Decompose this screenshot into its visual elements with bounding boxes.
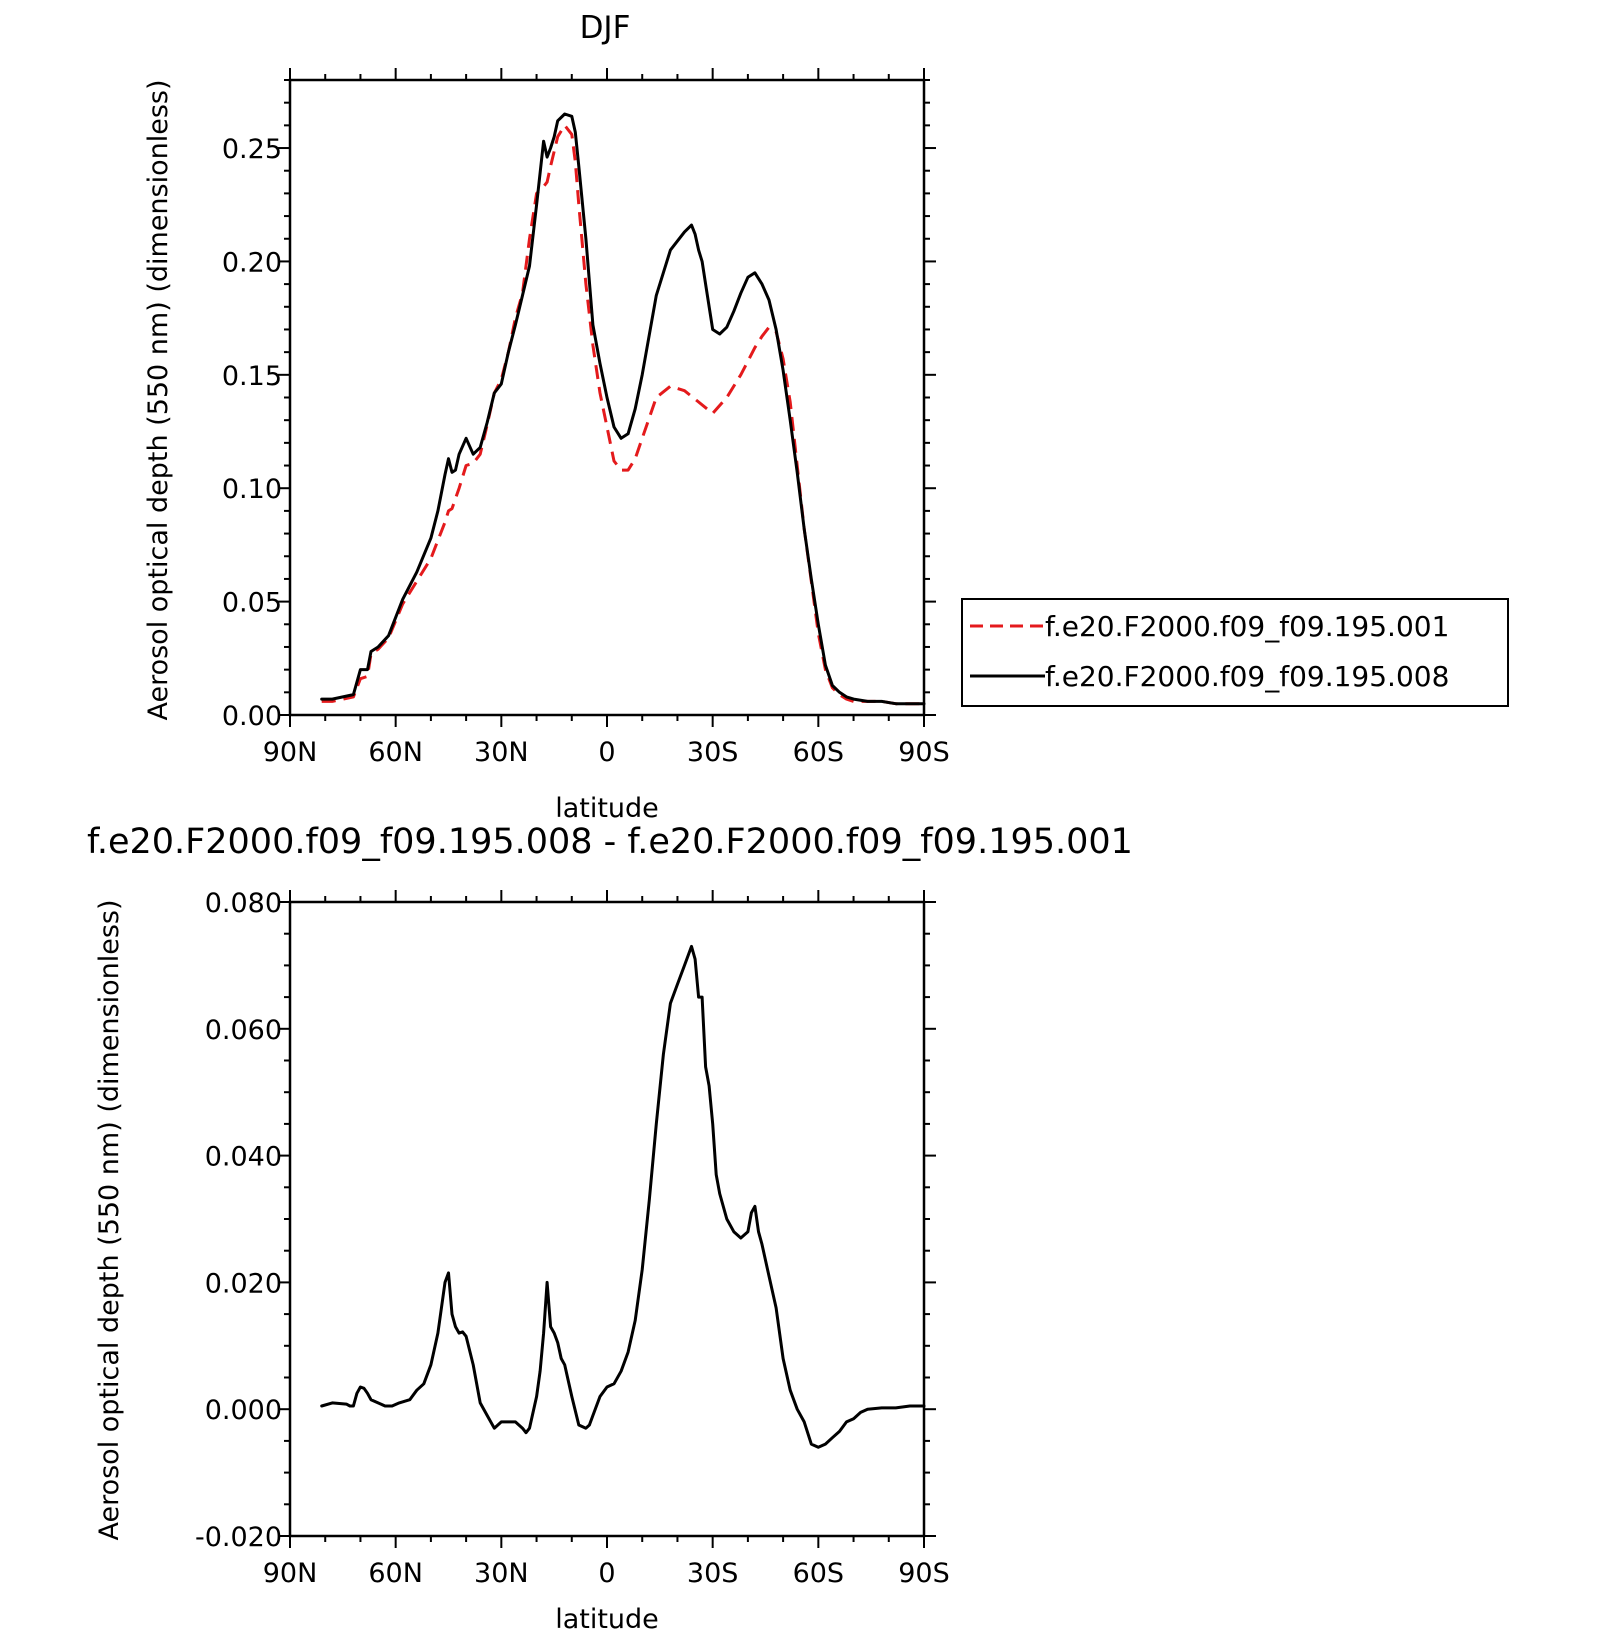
- bottom-panel-plot-lines: [320, 944, 926, 1449]
- y-tick-label: 0.080: [205, 888, 282, 919]
- y-tick-label: 0.15: [222, 361, 282, 392]
- bottom-panel-plot-frame: [288, 900, 926, 1538]
- x-tick-label: 60S: [793, 1558, 845, 1589]
- y-tick-label: 0.05: [222, 588, 282, 619]
- x-tick-label: 90S: [898, 1558, 950, 1589]
- top-panel-y-axis-label: Aerosol optical depth (550 nm) (dimensio…: [143, 79, 174, 720]
- legend-box: [961, 598, 1509, 707]
- bottom-panel-title: f.e20.F2000.f09_f09.195.008 - f.e20.F200…: [87, 822, 1133, 862]
- y-tick-label: 0.020: [205, 1268, 282, 1299]
- top-panel-x-axis-label: latitude: [555, 793, 659, 824]
- top-panel-ticks: 90N 60N 30N 0 30S 60S 90S 0.00 0.05 0.10 0.15 0.20 0…: [222, 68, 950, 768]
- top-panel: DJF 90N 60N 30N 0 30S 60S 90S 0.00 0.05 0.10 0.15 0…: [143, 10, 950, 824]
- top-panel-plot-lines: [320, 112, 926, 706]
- series-line-2: [320, 112, 926, 706]
- x-tick-label: 30N: [474, 1558, 529, 1589]
- x-tick-label: 60N: [368, 1558, 423, 1589]
- legend-label-series-2: f.e20.F2000.f09_f09.195.008: [1045, 660, 1449, 693]
- y-tick-label: 0.00: [222, 701, 282, 732]
- series-line-1: [321, 123, 924, 706]
- y-tick-label: 0.040: [205, 1142, 282, 1173]
- x-tick-label: 30S: [687, 1558, 739, 1589]
- y-tick-label: 0.060: [205, 1015, 282, 1046]
- top-panel-plot-frame: [288, 78, 926, 717]
- y-tick-label: 0.20: [222, 247, 282, 278]
- x-tick-label: 30N: [474, 737, 529, 768]
- series-line-1: [320, 944, 926, 1449]
- y-tick-label: -0.020: [195, 1522, 282, 1553]
- x-tick-label: 90N: [263, 1558, 318, 1589]
- x-tick-label: 60S: [793, 737, 845, 768]
- bottom-panel-x-axis-label: latitude: [555, 1604, 659, 1635]
- x-tick-label: 0: [598, 737, 615, 768]
- bottom-panel-ticks: 90N 60N 30N 0 30S 60S 90S -0.020 0.000 0.020 0.040…: [195, 888, 950, 1589]
- x-tick-label: 30S: [687, 737, 739, 768]
- y-tick-label: 0.10: [222, 474, 282, 505]
- legend: f.e20.F2000.f09_f09.195.001 f.e20.F2000.…: [961, 598, 1509, 707]
- x-tick-label: 0: [598, 1558, 615, 1589]
- x-tick-label: 90N: [263, 737, 318, 768]
- top-panel-title: DJF: [580, 10, 631, 46]
- bottom-panel: f.e20.F2000.f09_f09.195.008 - f.e20.F200…: [87, 822, 1133, 1635]
- legend-label-series-1: f.e20.F2000.f09_f09.195.001: [1045, 610, 1449, 643]
- bottom-panel-y-axis-label: Aerosol optical depth (550 nm) (dimensio…: [94, 899, 125, 1540]
- x-tick-label: 60N: [368, 737, 423, 768]
- x-tick-label: 90S: [898, 737, 950, 768]
- y-tick-label: 0.25: [222, 134, 282, 165]
- y-tick-label: 0.000: [205, 1395, 282, 1426]
